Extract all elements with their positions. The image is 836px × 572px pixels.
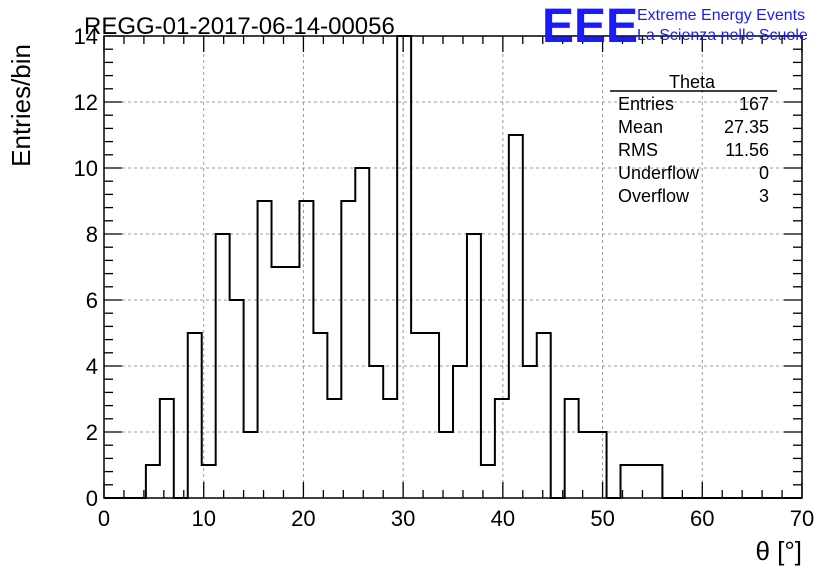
histogram-bin xyxy=(439,432,453,498)
stats-row-label: Underflow xyxy=(618,163,700,183)
x-tick-label: 40 xyxy=(491,506,515,531)
plot-border xyxy=(103,35,803,499)
histogram-bin xyxy=(258,201,272,498)
y-tick-label: 10 xyxy=(74,156,98,181)
y-axis-label: Entries/bin xyxy=(6,44,36,167)
logo-mark: EEE xyxy=(542,0,638,53)
x-tick-label: 70 xyxy=(790,506,814,531)
histogram-bin xyxy=(272,267,286,498)
stats-row-value: 167 xyxy=(739,94,769,114)
histogram-bin xyxy=(299,201,313,498)
histogram-bin xyxy=(383,399,397,498)
stats-row-value: 27.35 xyxy=(724,117,769,137)
x-tick-label: 20 xyxy=(291,506,315,531)
y-tick-label: 2 xyxy=(86,420,98,445)
histogram-bin xyxy=(355,168,369,498)
y-tick-label: 0 xyxy=(86,486,98,511)
histogram-bin xyxy=(509,135,523,498)
eee-logo: EEE Extreme Energy Events La Scienza nel… xyxy=(542,0,808,53)
histogram-bin xyxy=(230,300,244,498)
histogram-bin xyxy=(579,432,593,498)
histogram-bin xyxy=(244,432,258,498)
x-tick-label: 50 xyxy=(590,506,614,531)
histogram-line xyxy=(104,35,802,499)
histogram-bin xyxy=(397,36,411,498)
stats-row-value: 0 xyxy=(759,163,769,183)
histogram-bin xyxy=(327,399,341,498)
stats-row-value: 3 xyxy=(759,186,769,206)
stats-box-title: Theta xyxy=(669,72,716,92)
y-tick-label: 4 xyxy=(86,354,98,379)
histogram-bin xyxy=(285,267,299,498)
histogram-bin xyxy=(313,333,327,498)
x-tick-label: 60 xyxy=(690,506,714,531)
histogram-bin xyxy=(188,333,202,498)
histogram-series xyxy=(104,35,802,499)
y-tick-label: 12 xyxy=(74,90,98,115)
y-tick-label: 6 xyxy=(86,288,98,313)
stats-row-label: RMS xyxy=(618,140,658,160)
plot-frame xyxy=(103,35,803,499)
histogram-bin xyxy=(495,399,509,498)
y-tick-label: 14 xyxy=(74,24,98,49)
histogram-bin xyxy=(565,399,579,498)
logo-line1: Extreme Energy Events xyxy=(637,7,805,24)
axis-ticks xyxy=(103,35,803,499)
histogram-bin xyxy=(425,333,439,498)
logo-line2: La Scienza nelle Scuole xyxy=(637,27,808,44)
histogram-bin xyxy=(634,465,648,498)
chart-title: REGG-01-2017-06-14-00056 xyxy=(84,13,395,40)
histogram-bin xyxy=(216,234,230,498)
x-tick-label: 10 xyxy=(191,506,215,531)
stats-box: Theta Entries 167 Mean 27.35 RMS 11.56 Underfl… xyxy=(610,72,777,206)
stats-row-value: 11.56 xyxy=(725,140,769,160)
x-tick-label: 30 xyxy=(391,506,415,531)
x-axis-label: θ [°] xyxy=(755,536,802,566)
histogram-bin xyxy=(411,333,425,498)
histogram-bin xyxy=(648,465,662,498)
stats-row-label: Entries xyxy=(618,94,674,114)
histogram-bin xyxy=(341,201,355,498)
stats-row-label: Mean xyxy=(618,117,663,137)
histogram-bin xyxy=(146,465,160,498)
histogram-bin xyxy=(160,399,174,498)
stats-row-label: Overflow xyxy=(618,186,690,206)
histogram-bin xyxy=(537,333,551,498)
histogram-bin xyxy=(593,432,607,498)
x-tick-label: 0 xyxy=(98,506,110,531)
stats-rows: Entries 167 Mean 27.35 RMS 11.56 Underflow 0 Ove… xyxy=(618,94,769,206)
y-tick-label: 8 xyxy=(86,222,98,247)
